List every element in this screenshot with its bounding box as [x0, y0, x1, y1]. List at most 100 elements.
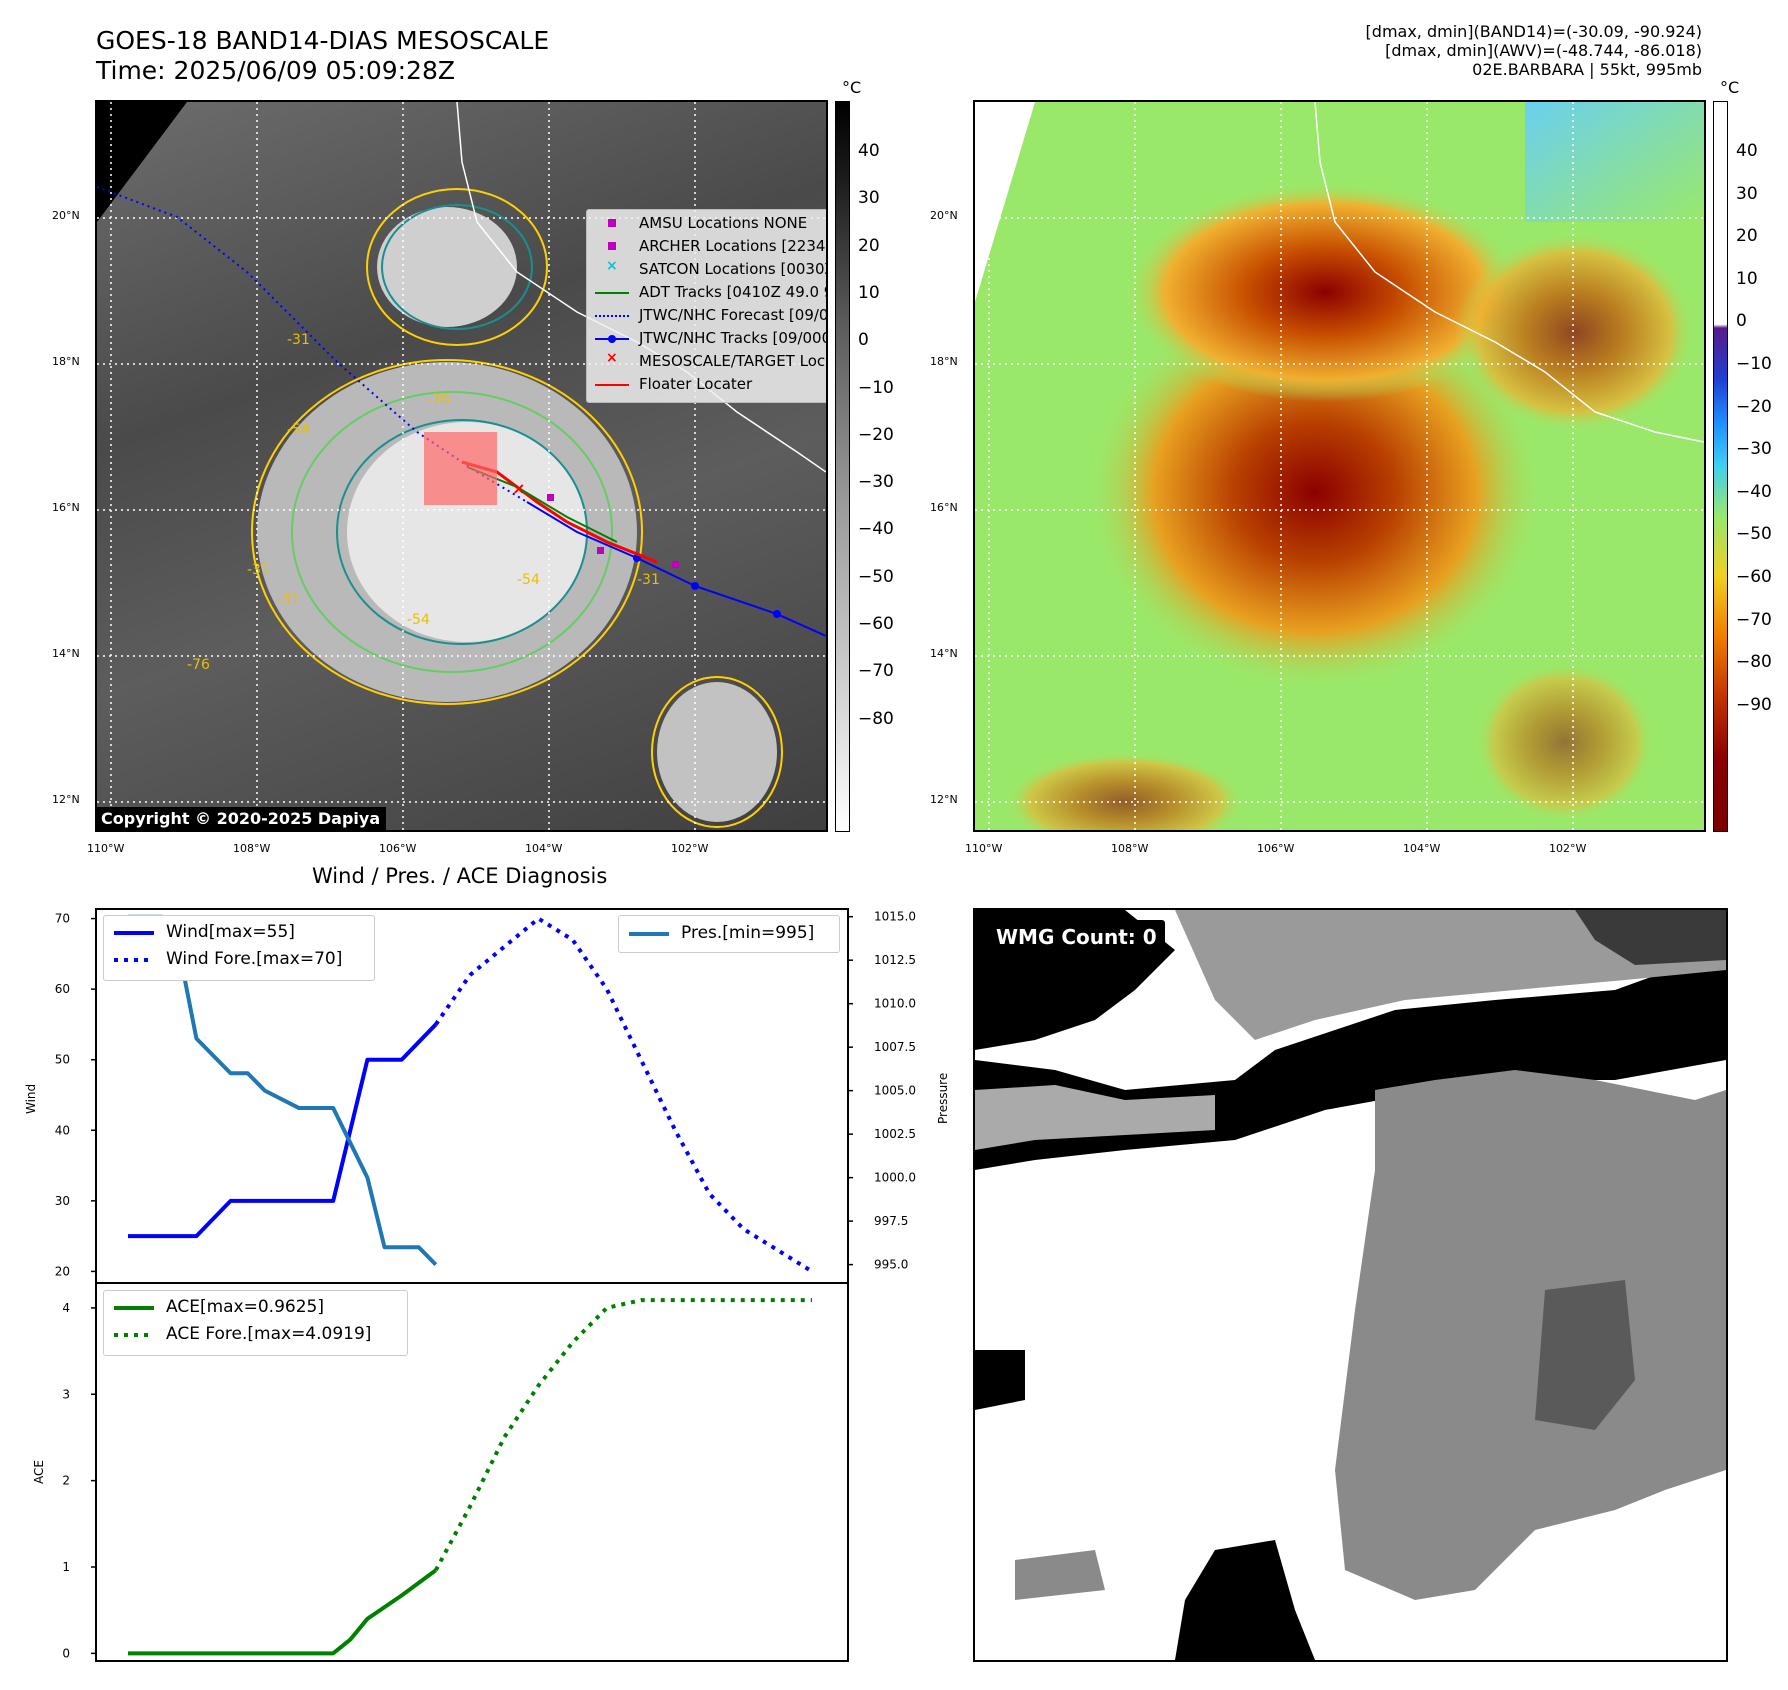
pressure-legend: Pres.[min=995] [618, 915, 840, 953]
series-line [128, 1023, 438, 1239]
figure-info: [dmax, dmin](BAND14)=(-30.09, -90.924) [… [1366, 22, 1702, 79]
contour-north-outer [366, 188, 548, 346]
awv-colorbar-tick: −10 [1736, 354, 1772, 374]
ir-lat-label: 16°N [52, 501, 80, 514]
archer-marker [672, 561, 679, 568]
archer-marker [597, 547, 604, 554]
ir-lat-label: 14°N [52, 647, 80, 660]
pressure-axis-label: Pressure [936, 1072, 950, 1124]
title-time: Time: 2025/06/09 05:09:28Z [96, 56, 455, 85]
cloud-core [347, 422, 587, 642]
awv-colorbar [1713, 101, 1728, 832]
ace-tick-label: 2 [62, 1474, 70, 1488]
awv-lon-label: 104°W [1403, 842, 1441, 855]
awv-core [1085, 292, 1545, 692]
wmg-black-bottom [1175, 1540, 1315, 1660]
ir-colorbar-tick: −80 [858, 708, 894, 729]
line-dot-icon [595, 331, 629, 345]
ace-legend: ACE[max=0.9625] ACE Fore.[max=4.0919] [103, 1290, 408, 1356]
wmg-gray-bottom [1015, 1550, 1105, 1600]
pressure-tick-label: 1007.5 [874, 1040, 916, 1054]
ir-colorbar [835, 101, 850, 832]
wmg-count-badge: WMG Count: 0 [988, 920, 1165, 954]
contour-label: -54 [407, 612, 430, 628]
wind-axis-label: Wind [24, 1083, 38, 1114]
ir-colorbar-tick: 40 [858, 141, 880, 161]
series-line [434, 916, 814, 1274]
awv-east-band [1455, 232, 1695, 432]
ir-colorbar-tick: −20 [858, 424, 894, 445]
ace-legend-swatches [114, 1306, 154, 1337]
figure-title: GOES-18 BAND14-DIAS MESOSCALE Time: 2025… [96, 26, 549, 86]
diagnosis-title: Wind / Pres. / ACE Diagnosis [312, 864, 608, 888]
pressure-tick-label: 1000.0 [874, 1171, 916, 1185]
contour-label: -31 [287, 332, 310, 348]
pressure-tick-label: 995.0 [874, 1258, 908, 1272]
ir-lat-label: 18°N [52, 355, 80, 368]
awv-colorbar-tick: 0 [1736, 311, 1747, 332]
archer-marker [547, 494, 554, 501]
awv-colorbar-tick: −90 [1736, 694, 1772, 715]
ir-map-legend: AMSU Locations NONE ARCHER Locations [22… [586, 209, 826, 403]
contour-label: -31 [637, 572, 660, 588]
contour-label: -54 [287, 422, 310, 438]
wmg-dark-patch [1575, 910, 1726, 965]
ir-lat-label: 20°N [52, 209, 80, 222]
cloud-north [377, 207, 517, 327]
coastline [1314, 102, 1704, 443]
ir-colorbar-tick: −70 [858, 661, 894, 682]
awv-lat-label: 14°N [930, 647, 958, 660]
legend-archer: ARCHER Locations [2234Z] [595, 235, 826, 257]
dotted-line-icon [595, 308, 629, 322]
awv-colorbar-tick: −50 [1736, 524, 1772, 545]
pressure-tick-label: 1012.5 [874, 953, 916, 967]
awv-colorbar-tick: −60 [1736, 567, 1772, 587]
ir-lon-label: 106°W [379, 842, 417, 855]
contour-label: -76 [187, 657, 210, 673]
wmg-panel [973, 908, 1728, 1662]
contour-label: -54 [517, 572, 540, 588]
awv-map [973, 100, 1706, 832]
legend-floater: Floater Locater [595, 373, 752, 395]
awv-colorbar-tick: −20 [1736, 396, 1772, 417]
ir-colorbar-unit: °C [842, 78, 862, 97]
ace-tick-label: 0 [62, 1646, 70, 1660]
awv-colorbar-tick: −70 [1736, 609, 1772, 630]
cloud-southeast [657, 682, 777, 822]
ir-lon-label: 104°W [525, 842, 563, 855]
wind-forecast-legend-label: Wind Fore.[max=70] [166, 949, 343, 969]
wind-tick-label: 40 [55, 1123, 70, 1137]
legend-tracks: JTWC/NHC Tracks [09/0000Z] [595, 327, 826, 349]
pressure-legend-swatch [629, 932, 669, 936]
awv-colorbar-tick: 20 [1736, 226, 1758, 247]
info-band14-range: [dmax, dmin](BAND14)=(-30.09, -90.924) [1365, 22, 1702, 41]
ace-tick-label: 3 [62, 1387, 70, 1401]
contour-yellow [251, 359, 643, 705]
contour-southeast [651, 676, 783, 828]
awv-colorbar-tick: −40 [1736, 481, 1772, 502]
track-point [691, 582, 699, 590]
ace-axis-label: ACE [32, 1460, 46, 1484]
awv-grid [975, 102, 1704, 830]
ir-colorbar-tick: −30 [858, 472, 894, 493]
awv-north-band [1125, 182, 1525, 402]
wmg-gray-band [1175, 910, 1726, 1040]
info-storm: 02E.BARBARA | 55kt, 995mb [1472, 60, 1702, 79]
awv-south-band [1005, 752, 1245, 830]
square-marker-icon [595, 216, 629, 230]
wmg-gray-region [1335, 1070, 1726, 1600]
ir-colorbar-tick: 0 [858, 330, 869, 351]
ir-colorbar-tick: −40 [858, 519, 894, 540]
ir-colorbar-tick: −10 [858, 377, 894, 398]
ace-legend-label: ACE[max=0.9625] [166, 1297, 324, 1317]
awv-lat-label: 18°N [930, 355, 958, 368]
pressure-tick-label: 997.5 [874, 1214, 908, 1228]
pressure-tick-label: 1002.5 [874, 1127, 916, 1141]
ir-map-canvas: × [97, 102, 826, 830]
contour-green [291, 391, 613, 673]
awv-lon-label: 110°W [965, 842, 1003, 855]
ir-colorbar-tick: −50 [858, 566, 894, 587]
track-point [773, 610, 781, 618]
ir-grid [97, 102, 826, 830]
ir-lon-label: 102°W [671, 842, 709, 855]
